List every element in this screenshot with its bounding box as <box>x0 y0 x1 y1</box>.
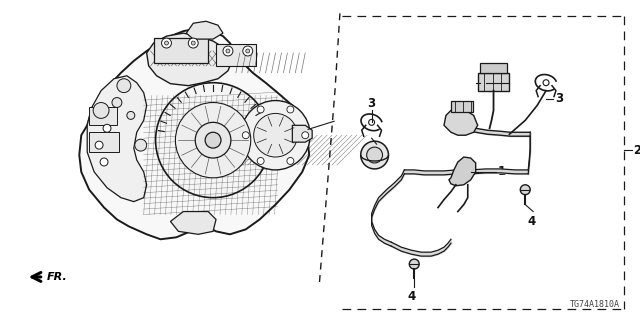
Circle shape <box>164 41 168 45</box>
Circle shape <box>246 49 250 53</box>
Polygon shape <box>147 33 233 86</box>
Text: 4: 4 <box>527 214 535 228</box>
Text: 3: 3 <box>555 92 563 105</box>
Bar <box>451 100 473 112</box>
Bar <box>216 44 256 66</box>
Circle shape <box>367 147 383 163</box>
Text: FR.: FR. <box>47 272 67 282</box>
Text: 1: 1 <box>497 165 506 178</box>
Polygon shape <box>79 28 309 239</box>
Circle shape <box>188 38 198 48</box>
Circle shape <box>241 100 310 170</box>
Circle shape <box>161 38 172 48</box>
Circle shape <box>287 106 294 113</box>
Circle shape <box>410 259 419 269</box>
Polygon shape <box>186 21 223 39</box>
Circle shape <box>95 141 103 149</box>
Circle shape <box>243 132 249 139</box>
Circle shape <box>369 119 374 125</box>
Circle shape <box>223 46 233 56</box>
Circle shape <box>287 157 294 164</box>
Text: TG74A1810A: TG74A1810A <box>570 300 620 309</box>
Circle shape <box>543 80 549 86</box>
Text: 4: 4 <box>407 290 415 303</box>
Circle shape <box>103 124 111 132</box>
Bar <box>89 132 119 152</box>
Bar <box>154 38 208 63</box>
Circle shape <box>112 98 122 108</box>
Circle shape <box>361 141 388 169</box>
Circle shape <box>205 132 221 148</box>
Polygon shape <box>292 125 312 142</box>
Polygon shape <box>87 76 147 202</box>
Circle shape <box>135 139 147 151</box>
Text: 2: 2 <box>633 144 640 156</box>
Circle shape <box>117 79 131 92</box>
Circle shape <box>520 185 530 195</box>
Bar <box>479 63 508 73</box>
Text: 3: 3 <box>367 98 376 110</box>
Circle shape <box>257 106 264 113</box>
Circle shape <box>257 157 264 164</box>
Circle shape <box>302 132 308 139</box>
Polygon shape <box>449 157 476 186</box>
Circle shape <box>175 102 251 178</box>
Circle shape <box>100 158 108 166</box>
Bar <box>89 108 117 125</box>
Circle shape <box>226 49 230 53</box>
Circle shape <box>93 102 109 118</box>
Circle shape <box>243 46 253 56</box>
Polygon shape <box>170 212 216 234</box>
Circle shape <box>253 113 298 157</box>
Circle shape <box>191 41 195 45</box>
Circle shape <box>195 122 231 158</box>
Circle shape <box>156 83 271 198</box>
Bar <box>477 73 509 91</box>
Circle shape <box>127 111 135 119</box>
Polygon shape <box>444 108 477 135</box>
